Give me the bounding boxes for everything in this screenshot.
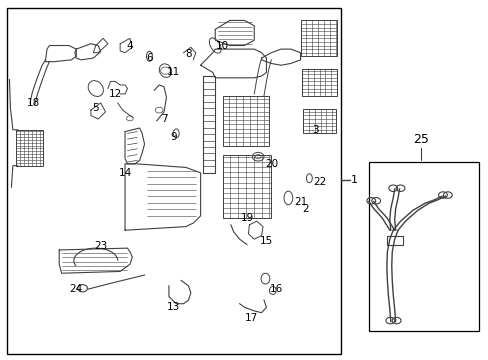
Bar (6, 8, 340, 354)
Text: 6: 6 (146, 53, 152, 63)
Text: 17: 17 (244, 313, 258, 323)
Text: 14: 14 (118, 168, 131, 178)
Text: 24: 24 (69, 284, 83, 294)
Text: 15: 15 (259, 236, 272, 246)
Text: 5: 5 (92, 103, 99, 113)
Bar (222, 155, 271, 218)
Text: 13: 13 (167, 302, 180, 312)
Text: 16: 16 (269, 284, 282, 294)
Bar (16, 130, 43, 166)
Text: 1: 1 (350, 175, 357, 185)
Text: 9: 9 (170, 132, 177, 142)
Text: 4: 4 (126, 41, 133, 50)
Text: 3: 3 (311, 125, 318, 135)
Text: 20: 20 (264, 159, 277, 169)
Bar (300, 21, 336, 56)
Text: 22: 22 (313, 177, 326, 187)
Bar (203, 76, 215, 173)
Text: 7: 7 (161, 114, 167, 124)
Text: 10: 10 (216, 41, 229, 50)
Text: 25: 25 (412, 133, 428, 146)
Bar (386, 235, 402, 244)
Bar (222, 96, 268, 146)
Text: 21: 21 (293, 197, 306, 207)
Text: 18: 18 (27, 98, 41, 108)
Bar (303, 109, 335, 134)
Text: 19: 19 (240, 213, 253, 222)
Text: 8: 8 (185, 49, 191, 59)
Bar (302, 69, 336, 96)
Text: 11: 11 (167, 67, 180, 77)
Text: 12: 12 (108, 89, 122, 99)
Text: 23: 23 (94, 241, 107, 251)
Bar (368, 162, 478, 330)
Text: 2: 2 (302, 204, 308, 214)
